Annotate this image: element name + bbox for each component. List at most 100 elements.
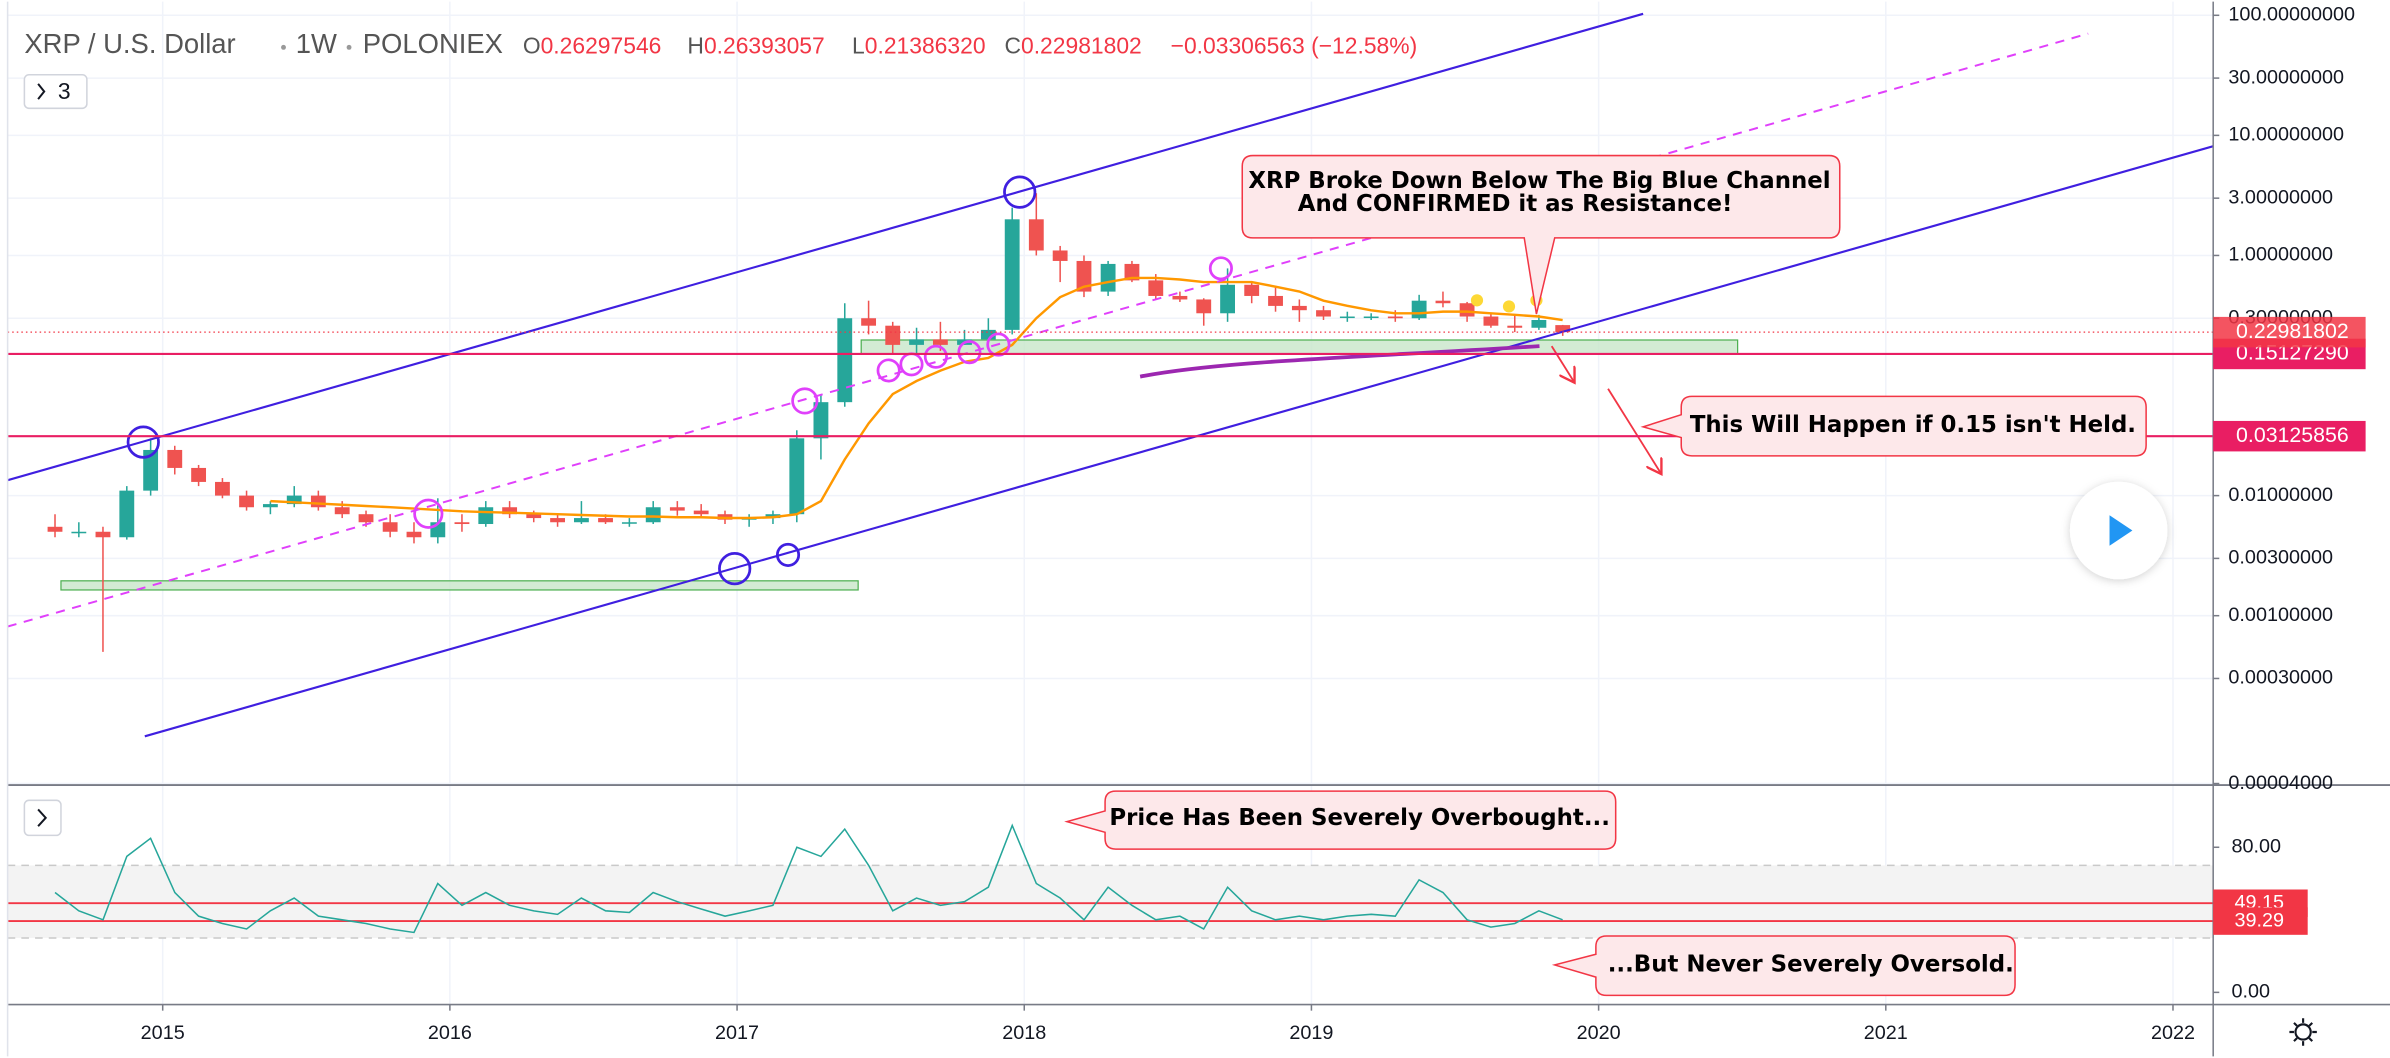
gear-icon[interactable]	[2294, 1023, 2312, 1041]
candle-body	[526, 514, 542, 519]
separator	[281, 44, 286, 50]
y-tick-label: 0.01000000	[2228, 484, 2333, 506]
candle-body	[621, 522, 637, 524]
y-tick-label: 0.00	[2231, 981, 2270, 1003]
candle-body	[573, 518, 589, 523]
candle-body	[262, 504, 278, 508]
x-tick-label: 2020	[1577, 1022, 1621, 1044]
last-price-label: 0.22981802	[2236, 319, 2349, 343]
candle-body	[71, 531, 87, 534]
candle-body	[909, 339, 924, 345]
x-tick-label: 2017	[715, 1022, 759, 1044]
ohlc-high: H0.26393057	[687, 32, 824, 58]
y-tick-label: 0.00004000	[2228, 772, 2333, 794]
annotation: This Will Happen if 0.15 isn't Held.	[1690, 412, 2136, 438]
candle-body	[1459, 303, 1475, 317]
marker-circle	[923, 344, 948, 369]
x-tick-label: 2022	[2151, 1022, 2195, 1044]
candle-body	[95, 531, 111, 538]
exchange: POLONIEX	[363, 28, 503, 59]
rsi-band	[7, 865, 2214, 938]
candle-body	[1507, 325, 1523, 328]
candle-body	[1531, 320, 1547, 328]
ohlc-value: 0.26393057	[704, 32, 825, 58]
candle-body	[1028, 219, 1044, 251]
y-tick-label: 30.00000000	[2228, 66, 2344, 88]
candle-body	[1387, 316, 1403, 319]
y-tick-label: 100.00000000	[2228, 4, 2355, 26]
gear-teeth	[2289, 1018, 2317, 1046]
callout	[1551, 935, 2016, 997]
chevron	[37, 808, 48, 827]
symbol-name: XRP / U.S. Dollar	[24, 28, 235, 59]
candle-body	[837, 318, 853, 403]
marker-circle	[718, 552, 752, 586]
rsi-band	[7, 864, 2214, 939]
channel-line	[144, 145, 2214, 738]
candle-body	[693, 510, 709, 515]
settings-button[interactable]	[2289, 1018, 2317, 1046]
candle-body	[1220, 284, 1235, 314]
x-tick-label: 2015	[141, 1022, 185, 1044]
candle-body	[1148, 280, 1164, 296]
marker-circle	[1208, 256, 1233, 281]
candle-body	[502, 507, 518, 515]
price-label: 0.03125856	[2236, 423, 2349, 447]
ohlc-value: 0.26297546	[541, 32, 662, 58]
x-tick-label: 2018	[1002, 1022, 1046, 1044]
ohlc-key: H	[687, 32, 704, 58]
callout	[1064, 790, 1617, 850]
candle-body	[789, 438, 805, 515]
drawings	[7, 12, 2214, 738]
x-tick-label: 2021	[1864, 1022, 1908, 1044]
candle-body	[1244, 284, 1260, 296]
channel-midline	[7, 32, 2089, 628]
candle-body	[191, 467, 207, 482]
y-tick-label: 0.00030000	[2228, 667, 2333, 689]
candle-body	[382, 522, 398, 532]
channel-line	[7, 12, 1644, 482]
rsi-toggle[interactable]	[23, 799, 62, 837]
candle-body	[1555, 325, 1571, 333]
y-tick-label: 1.00000000	[2228, 244, 2333, 266]
candle-body	[143, 449, 159, 491]
axes: 2015 2016 2017 2018 2019 2020 2021 2022 100.0000…	[141, 4, 2366, 1044]
candle-body	[1339, 316, 1355, 319]
candle-body	[1291, 305, 1307, 311]
candle-body	[813, 402, 829, 439]
candle-body	[215, 481, 230, 496]
marker-circle	[986, 332, 1011, 357]
annotation: XRP Broke Down Below The Big Blue Channe…	[1248, 168, 1830, 194]
candle-body	[310, 495, 326, 508]
annotation: And CONFIRMED it as Resistance!	[1298, 191, 1733, 217]
ohlc-close: C0.22981802	[1004, 32, 1141, 58]
toggle-button[interactable]	[23, 799, 62, 837]
marker-circle	[126, 425, 160, 459]
candle-body	[478, 507, 494, 525]
ohlc-value: 0.22981802	[1021, 32, 1142, 58]
marker-dot	[1502, 300, 1516, 313]
ohlc-key: C	[1004, 32, 1021, 58]
candle-body	[645, 507, 661, 523]
toggle-button[interactable]	[23, 74, 88, 110]
x-tick-label: 2016	[428, 1022, 472, 1044]
indicator-count: 3	[58, 78, 71, 104]
candles	[47, 193, 1571, 652]
candle-body	[334, 507, 350, 515]
indicators-toggle[interactable]: 3	[23, 74, 88, 110]
support-zone	[60, 580, 859, 591]
marker-dot	[1470, 294, 1484, 307]
ohlc-key: L	[852, 32, 865, 58]
candle-body	[1100, 263, 1116, 292]
x-tick-label: 2019	[1289, 1022, 1333, 1044]
play-button[interactable]	[2069, 481, 2168, 580]
arrow	[1550, 345, 1575, 383]
candle-body	[1172, 295, 1188, 300]
level-label-bg	[2213, 907, 2308, 935]
grid	[7, 1, 2214, 1005]
ohlc-open: O0.26297546	[523, 32, 662, 58]
candle-body	[1052, 250, 1068, 261]
candle-body	[1196, 299, 1212, 314]
